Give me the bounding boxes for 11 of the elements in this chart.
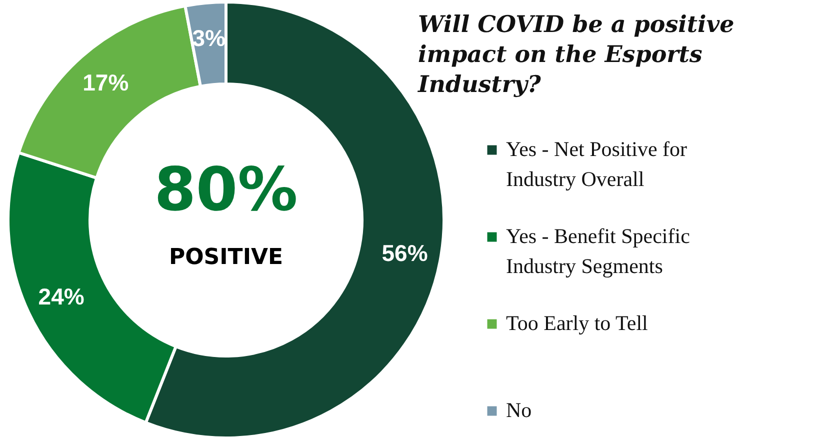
text: POSITIVE <box>168 245 284 270</box>
text: 80% <box>154 155 298 225</box>
legend-label: Yes - Net Positive for Industry Overall <box>506 137 688 191</box>
data-label: 24% <box>38 283 84 310</box>
legend-label: No <box>506 398 532 422</box>
legend-label: Too Early to Tell <box>506 311 648 335</box>
data-label: 17% <box>82 69 129 96</box>
text: Will COVID be a positive impact on the Esports Industry? <box>417 11 734 98</box>
legend-label: Yes - Benefit Specific Industry Segments <box>506 224 690 278</box>
data-label: 3% <box>192 24 226 51</box>
data-label: 56% <box>382 240 428 266</box>
